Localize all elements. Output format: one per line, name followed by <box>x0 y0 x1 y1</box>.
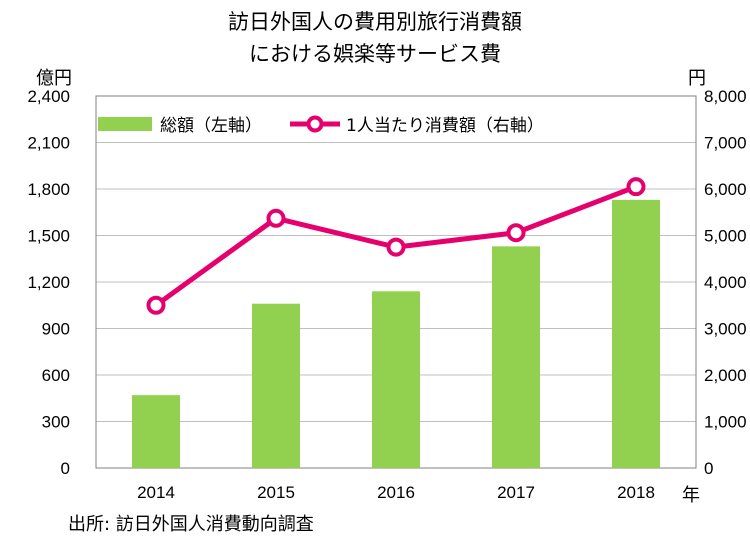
bar-2016 <box>372 291 420 468</box>
right-tick-label: 1,000 <box>704 413 747 432</box>
left-tick-label: 600 <box>42 366 70 385</box>
bar-2015 <box>252 303 300 468</box>
left-tick-label: 900 <box>42 320 70 339</box>
chart-title-line1: 訪日外国人の費用別旅行消費額 <box>228 10 522 34</box>
right-tick-label: 0 <box>704 459 713 478</box>
right-tick-label: 8,000 <box>704 87 747 106</box>
right-axis-unit: 円 <box>688 68 706 89</box>
bar-2014 <box>132 395 180 468</box>
point-2016 <box>386 237 406 257</box>
bar-2017 <box>492 246 540 468</box>
x-tick-label: 2014 <box>137 483 175 502</box>
x-tick-label: 2018 <box>617 483 655 502</box>
chart-title-line2: における娯楽等サービス費 <box>249 42 501 66</box>
x-axis-ticks: 2014 2015 2016 2017 2018 <box>137 483 655 502</box>
point-2017 <box>506 223 526 243</box>
line-series <box>146 177 646 315</box>
right-tick-label: 5,000 <box>704 227 747 246</box>
legend-bar-swatch <box>98 117 152 131</box>
legend-bar-label: 総額（左軸） <box>160 116 262 136</box>
right-tick-label: 6,000 <box>704 180 747 199</box>
left-tick-label: 1,500 <box>27 227 70 246</box>
right-axis-ticks: 0 1,000 2,000 3,000 4,000 5,000 6,000 7,000 8,00… <box>704 87 747 478</box>
point-2015 <box>266 208 286 228</box>
x-tick-label: 2017 <box>497 483 535 502</box>
left-tick-label: 1,200 <box>27 273 70 292</box>
right-tick-label: 7,000 <box>704 134 747 153</box>
legend: 総額（左軸） 1人当たり消費額（右軸） <box>98 115 544 136</box>
legend-line-marker <box>306 115 324 133</box>
right-tick-label: 2,000 <box>704 366 747 385</box>
x-axis-unit: 年 <box>682 485 700 506</box>
left-axis-ticks: 0 300 600 900 1,200 1,500 1,800 2,100 2,400 <box>27 87 70 478</box>
x-tick-label: 2015 <box>257 483 295 502</box>
left-axis-unit: 億円 <box>36 68 72 89</box>
left-tick-label: 2,400 <box>27 87 70 106</box>
right-tick-label: 4,000 <box>704 273 747 292</box>
legend-line-label: 1人当たり消費額（右軸） <box>346 116 544 136</box>
left-tick-label: 1,800 <box>27 180 70 199</box>
right-tick-label: 3,000 <box>704 320 747 339</box>
left-tick-label: 0 <box>61 459 70 478</box>
bar-series <box>132 199 660 468</box>
point-2014 <box>146 295 166 315</box>
left-tick-label: 2,100 <box>27 134 70 153</box>
x-tick-label: 2016 <box>377 483 415 502</box>
point-2018 <box>626 177 646 197</box>
left-tick-label: 300 <box>42 413 70 432</box>
source-note: 出所: 訪日外国人消費動向調査 <box>68 514 314 535</box>
bar-2018 <box>612 199 660 468</box>
